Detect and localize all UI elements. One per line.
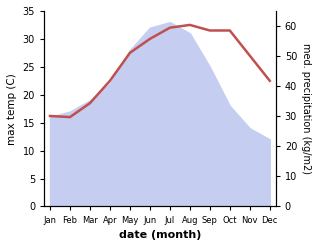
Y-axis label: med. precipitation (kg/m2): med. precipitation (kg/m2) xyxy=(301,43,311,174)
X-axis label: date (month): date (month) xyxy=(119,230,201,240)
Y-axis label: max temp (C): max temp (C) xyxy=(7,73,17,144)
